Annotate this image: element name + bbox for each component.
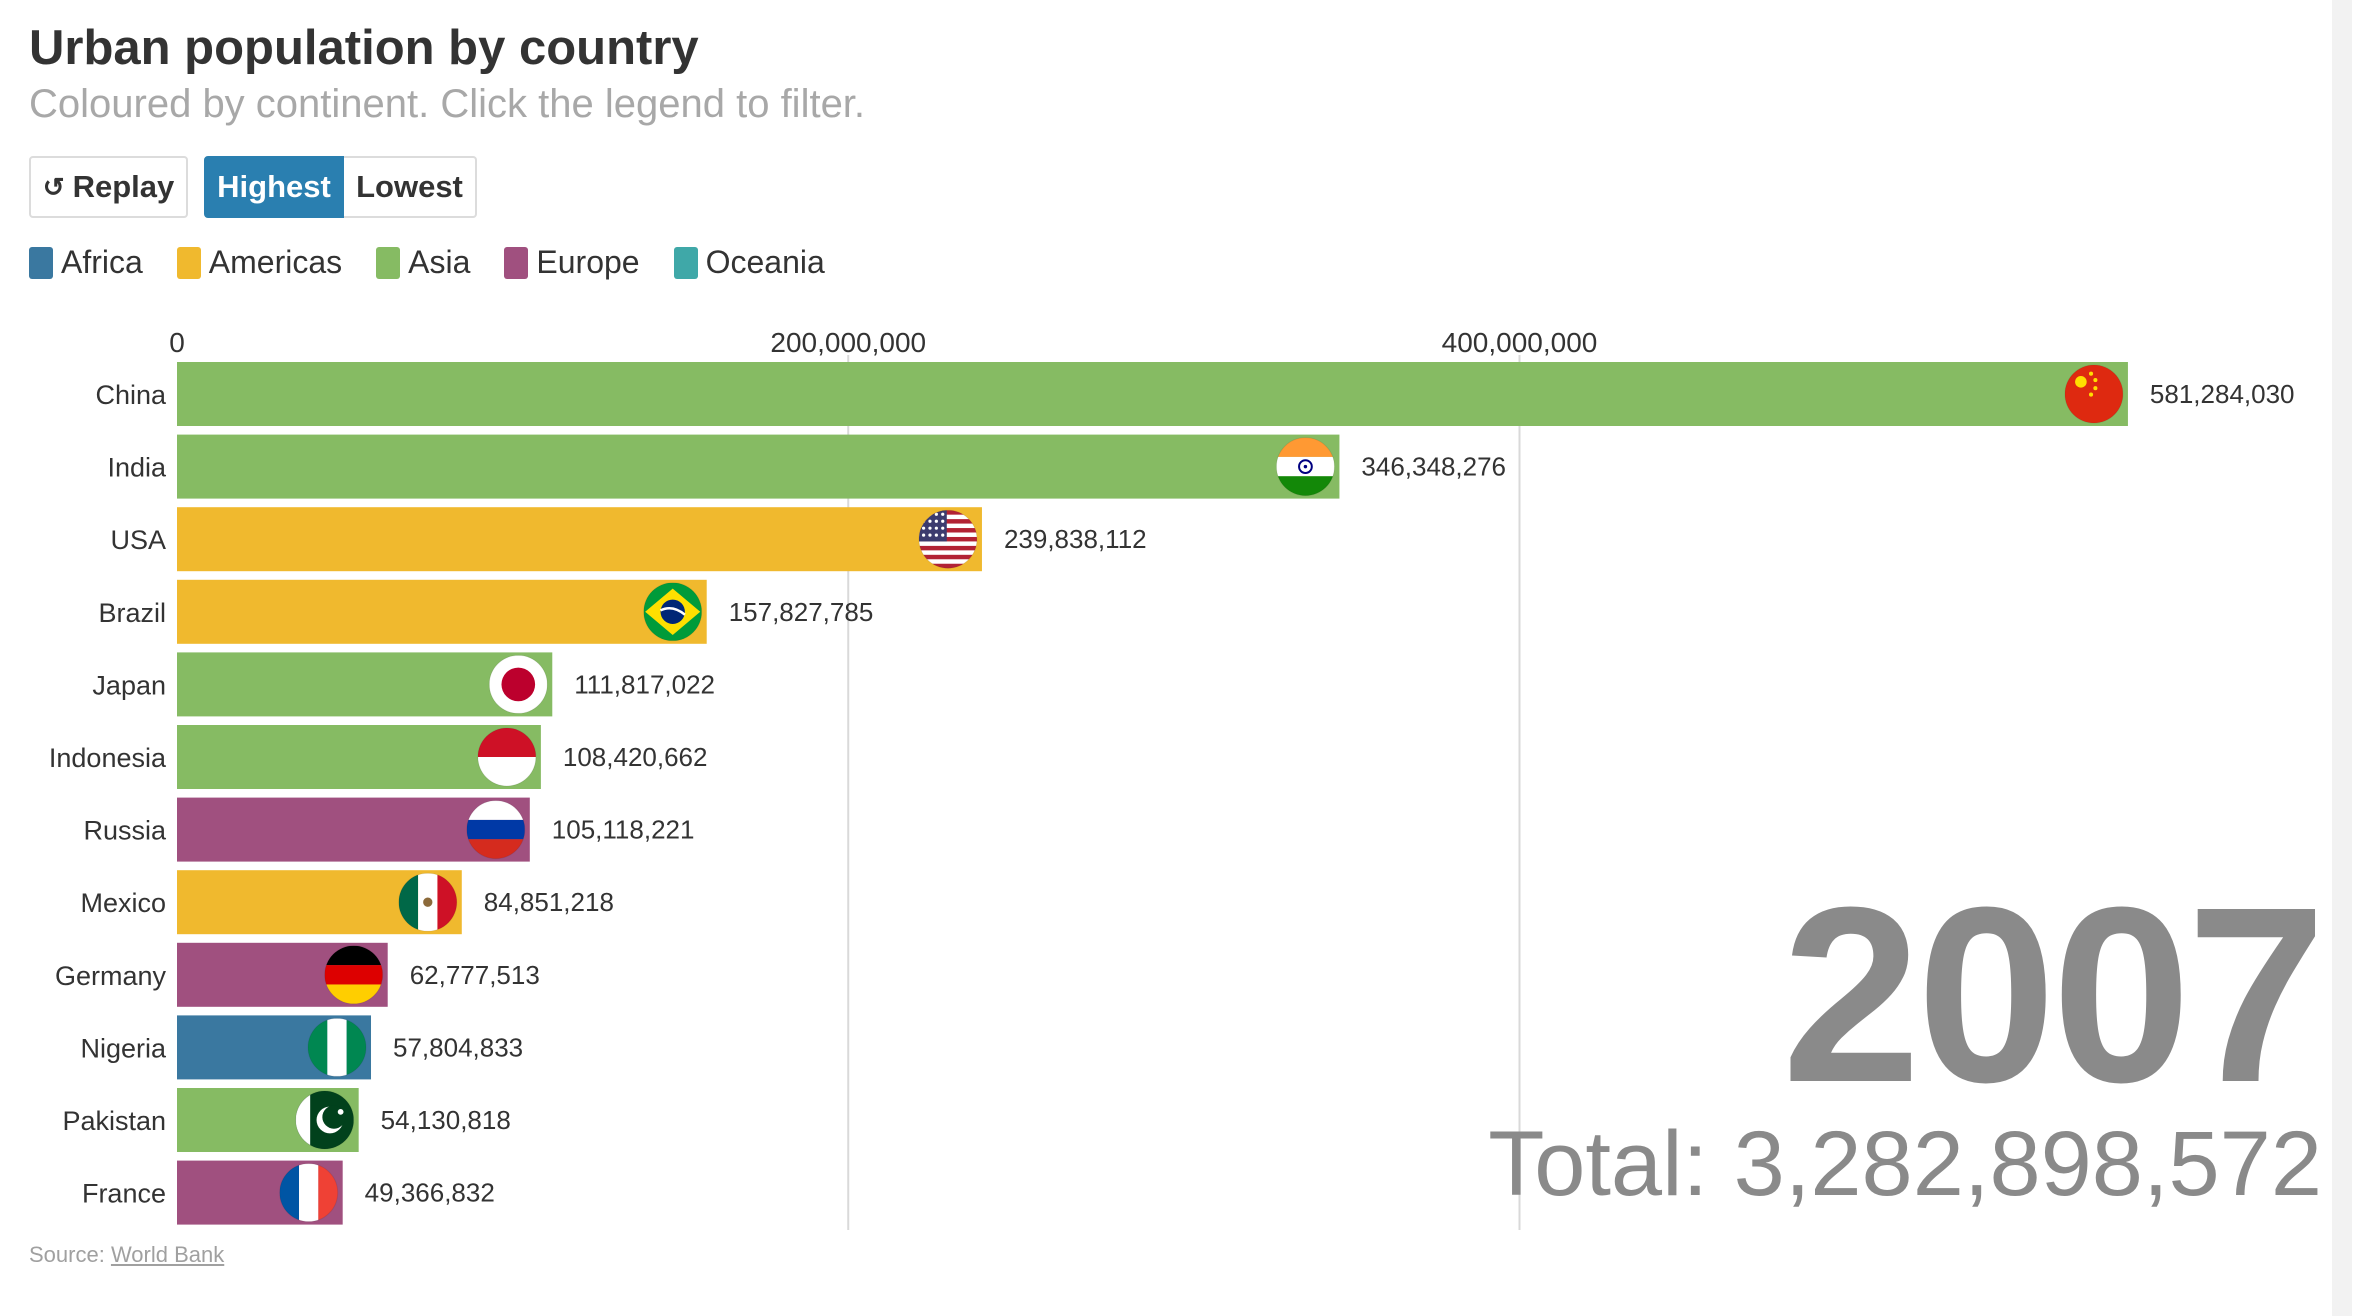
legend-item-europe[interactable]: Europe bbox=[504, 244, 640, 281]
brazil-flag-icon bbox=[643, 582, 703, 642]
value-label: 239,838,112 bbox=[1004, 524, 1147, 554]
france-flag-icon bbox=[279, 1163, 339, 1223]
bar-group: Germany 62,777,513 bbox=[55, 942, 540, 1007]
indonesia-flag-icon bbox=[477, 727, 537, 787]
bar-group: Mexico 84,851,218 bbox=[80, 870, 614, 935]
legend-item-asia[interactable]: Asia bbox=[376, 244, 470, 281]
source-note: Source: World Bank bbox=[29, 1242, 224, 1268]
value-label: 84,851,218 bbox=[484, 887, 614, 917]
bar[interactable] bbox=[177, 507, 982, 572]
value-label: 62,777,513 bbox=[410, 960, 540, 990]
value-label: 108,420,662 bbox=[563, 742, 708, 772]
chart-subtitle: Coloured by continent. Click the legend … bbox=[29, 82, 866, 126]
value-label: 49,366,832 bbox=[365, 1178, 495, 1208]
legend-swatch-oceania bbox=[673, 246, 698, 279]
bar-group: Japan 111,817,022 bbox=[92, 652, 715, 717]
category-label: Indonesia bbox=[49, 743, 167, 773]
value-label: 54,130,818 bbox=[381, 1105, 511, 1135]
x-tick-label: 400,000,000 bbox=[1442, 327, 1598, 358]
legend-swatch-europe bbox=[504, 246, 529, 279]
bar-group: India 346,348,276 bbox=[107, 434, 1506, 499]
bar-group: Brazil 157,827,785 bbox=[98, 579, 874, 644]
bar-group: Indonesia 108,420,662 bbox=[49, 725, 708, 789]
bar-group: Nigeria 57,804,833 bbox=[80, 1015, 523, 1080]
bar[interactable] bbox=[177, 362, 2128, 426]
value-label: 105,118,221 bbox=[552, 815, 695, 845]
category-label: Nigeria bbox=[80, 1033, 167, 1063]
bar[interactable] bbox=[177, 579, 707, 644]
legend-item-africa[interactable]: Africa bbox=[29, 244, 143, 281]
legend-label-americas: Americas bbox=[208, 244, 343, 280]
legend-label-asia: Asia bbox=[408, 244, 471, 280]
japan-flag-icon bbox=[488, 654, 548, 714]
category-label: Japan bbox=[92, 670, 166, 700]
legend-label-africa: Africa bbox=[61, 244, 143, 280]
bar-group: USA 239,838,112 bbox=[110, 507, 1147, 572]
source-link[interactable]: World Bank bbox=[110, 1242, 225, 1267]
bar-group: France 49,366,832 bbox=[82, 1160, 495, 1225]
legend-item-oceania[interactable]: Oceania bbox=[673, 244, 825, 281]
bar-group: Russia 105,118,221 bbox=[83, 797, 695, 862]
scrollbar-track[interactable] bbox=[2332, 0, 2352, 1316]
lowest-button[interactable]: Lowest bbox=[344, 156, 477, 218]
value-label: 57,804,833 bbox=[393, 1032, 523, 1062]
bar-group: China 581,284,030 bbox=[95, 362, 2295, 426]
category-label: Brazil bbox=[98, 598, 166, 628]
year-label: 2007 bbox=[1781, 855, 2326, 1134]
source-prefix: Source: bbox=[29, 1242, 111, 1267]
replay-label: Replay bbox=[72, 169, 175, 204]
germany-flag-icon bbox=[324, 945, 384, 1005]
bar-group: Pakistan 54,130,818 bbox=[62, 1088, 511, 1152]
value-label: 157,827,785 bbox=[729, 597, 874, 627]
legend-item-americas[interactable]: Americas bbox=[176, 244, 343, 281]
x-tick-label: 200,000,000 bbox=[770, 327, 926, 358]
category-label: USA bbox=[110, 525, 166, 555]
total-label: Total: 3,282,898,572 bbox=[1488, 1113, 2322, 1215]
legend-label-oceania: Oceania bbox=[705, 244, 825, 280]
pakistan-flag-icon bbox=[295, 1090, 355, 1150]
category-label: Russia bbox=[83, 816, 167, 846]
mexico-flag-icon bbox=[398, 872, 458, 932]
legend-swatch-asia bbox=[376, 246, 401, 279]
category-label: India bbox=[107, 453, 167, 483]
highest-button[interactable]: Highest bbox=[204, 156, 344, 218]
replay-button[interactable]: ↺ Replay bbox=[29, 156, 188, 218]
category-label: Germany bbox=[55, 961, 167, 991]
category-label: Pakistan bbox=[62, 1106, 166, 1136]
china-flag-icon bbox=[2064, 364, 2124, 424]
value-label: 346,348,276 bbox=[1361, 452, 1506, 482]
nigeria-flag-icon bbox=[307, 1017, 367, 1077]
category-label: China bbox=[95, 380, 167, 410]
legend-label-europe: Europe bbox=[536, 244, 640, 280]
legend: Africa Americas Asia Europe Oceania bbox=[29, 244, 859, 281]
usa-flag-icon bbox=[918, 509, 978, 569]
category-label: France bbox=[82, 1179, 166, 1209]
category-label: Mexico bbox=[80, 888, 166, 918]
russia-flag-icon bbox=[466, 800, 526, 860]
india-flag-icon bbox=[1275, 437, 1335, 497]
chart-title: Urban population by country bbox=[29, 21, 699, 75]
replay-icon: ↺ bbox=[42, 171, 65, 202]
bar[interactable] bbox=[177, 434, 1340, 499]
legend-swatch-africa bbox=[29, 246, 53, 279]
legend-swatch-americas bbox=[176, 246, 201, 279]
value-label: 111,817,022 bbox=[574, 669, 715, 699]
x-tick-label: 0 bbox=[169, 327, 185, 358]
value-label: 581,284,030 bbox=[2150, 379, 2295, 409]
